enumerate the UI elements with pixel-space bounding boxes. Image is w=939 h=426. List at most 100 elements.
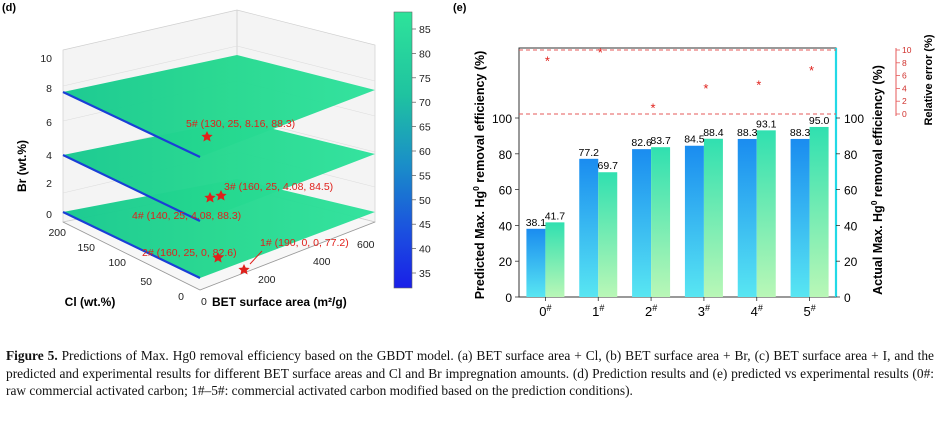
x-tick-label: 3#: [698, 303, 710, 319]
error-marker: *: [703, 81, 708, 96]
error-tick-label: 2: [902, 96, 907, 106]
colorbar: [393, 11, 413, 289]
figure: (d) 10 8 6 4 2 0 Br (w: [2, 2, 935, 319]
right-tick-label: 20: [844, 255, 858, 269]
left-tick-label: 20: [499, 255, 513, 269]
bar-predicted: [684, 145, 704, 297]
colorbar-tick-label: 80: [419, 48, 431, 60]
colorbar-tick-label: 65: [419, 122, 431, 134]
right-tick-label: 100: [844, 112, 864, 126]
error-tick-label: 10: [902, 45, 912, 55]
right-tick-label: 40: [844, 219, 858, 233]
y-tick: 100: [108, 257, 126, 269]
colorbar-tick-label: 35: [419, 268, 431, 280]
bar-predicted: [526, 228, 546, 297]
error-tick-label: 6: [902, 71, 907, 81]
colorbar-tick-label: 55: [419, 170, 431, 182]
point-1-label: 1# (190, 0, 0, 77.2): [260, 237, 349, 249]
colorbar-tick-label: 40: [419, 244, 431, 256]
bar-label-predicted: 88.3: [737, 127, 758, 139]
bar-label-actual: 83.7: [650, 135, 671, 147]
x-tick-label: 1#: [592, 303, 604, 319]
bar-label-predicted: 88.3: [790, 127, 811, 139]
bar-label-actual: 69.7: [598, 160, 619, 172]
panel-d-label: (d): [2, 2, 16, 14]
y-axis-label: Cl (wt.%): [65, 295, 116, 309]
z-tick: 8: [46, 83, 52, 95]
y-tick: 150: [77, 242, 95, 254]
bar-label-predicted: 38.1: [526, 217, 547, 229]
x-axis-label: BET surface area (m²/g): [212, 295, 347, 309]
point-5-label: 5# (130, 25, 8.16, 88.3): [186, 118, 295, 130]
bar-label-predicted: 82.6: [631, 137, 652, 149]
colorbar-tick-label: 45: [419, 219, 431, 231]
bar-label-predicted: 77.2: [579, 147, 600, 159]
bar-label-actual: 41.7: [545, 210, 566, 222]
left-tick-label: 80: [499, 148, 513, 162]
x-tick-label: 5#: [803, 303, 815, 319]
surface-br-4: [62, 120, 375, 222]
colorbar-tick-label: 70: [419, 97, 431, 109]
left-tick-label: 60: [499, 184, 513, 198]
x-tick: 200: [258, 274, 276, 286]
star-3: [215, 190, 227, 201]
left-axis-label: Predicted Max. Hg0 removal efficiency (%…: [471, 51, 487, 300]
x-tick-label: 4#: [751, 303, 763, 319]
error-marker: *: [598, 45, 603, 60]
caption-lead: Figure 5.: [6, 348, 58, 363]
z-axis-label: Br (wt.%): [15, 140, 29, 192]
error-marker: *: [809, 63, 814, 78]
colorbar-tick-label: 85: [419, 24, 431, 36]
surface-br-0: [62, 179, 375, 279]
colorbar-tick-label: 75: [419, 73, 431, 85]
bar-actual: [756, 130, 776, 297]
x-tick-label: 0#: [539, 303, 551, 319]
star-5: [201, 131, 213, 142]
colorbar-ticks: 85 80 75 70 65 60 55 50 45 40 35: [412, 24, 431, 280]
z-tick: 0: [46, 209, 52, 221]
point-4-label: 4# (140, 25, 4.08, 88.3): [132, 210, 241, 222]
point-2-label: 2# (160, 25, 0, 82.6): [142, 247, 237, 259]
right-tick-label: 0: [844, 291, 851, 305]
point-3-label: 3# (160, 25, 4.08, 84.5): [224, 181, 333, 193]
bar-actual: [545, 222, 565, 297]
bar-label-actual: 88.4: [703, 127, 724, 139]
bar-predicted: [579, 158, 599, 297]
z-tick: 10: [40, 53, 52, 65]
star-4: [204, 192, 216, 203]
bar-predicted: [632, 149, 652, 297]
error-tick-label: 4: [902, 83, 907, 93]
bar-label-predicted: 84.5: [684, 134, 705, 146]
colorbar-tick-label: 50: [419, 195, 431, 207]
star-2: [212, 252, 224, 263]
x-tick: 0: [201, 296, 207, 308]
right-axis-label: Actual Max. Hg0 removal efficiency (%): [869, 65, 885, 295]
plot-frame: [518, 47, 837, 298]
error-marker: *: [545, 53, 550, 68]
panel-e-label: (e): [453, 2, 467, 14]
bar-predicted: [737, 138, 757, 297]
bar-actual: [651, 147, 671, 297]
error-marker: *: [756, 78, 761, 93]
right-tick-label: 80: [844, 148, 858, 162]
bar-actual: [809, 126, 829, 297]
y-tick: 0: [178, 291, 184, 303]
error-marker: *: [651, 101, 656, 116]
x-tick-label: 2#: [645, 303, 657, 319]
left-tick-label: 0: [505, 291, 512, 305]
figure-caption: Figure 5. Predictions of Max. Hg0 remova…: [6, 347, 934, 400]
bar-actual: [598, 172, 618, 297]
left-tick-label: 40: [499, 219, 513, 233]
z-tick: 2: [46, 178, 52, 190]
y-tick: 50: [140, 276, 152, 288]
bar-predicted: [790, 138, 810, 297]
z-tick: 6: [46, 117, 52, 129]
left-tick-label: 100: [492, 112, 512, 126]
chart-e: 0 0 20 20 40 40 60 60 80 80 100 100 0 2 4 6 8 10 38.141.7 0…: [492, 45, 912, 319]
colorbar-tick-label: 60: [419, 146, 431, 158]
bar-label-actual: 93.1: [756, 118, 777, 130]
error-tick-label: 8: [902, 58, 907, 68]
x-tick: 600: [357, 239, 375, 251]
bar-label-actual: 95.0: [809, 115, 830, 127]
right-tick-label: 60: [844, 184, 858, 198]
